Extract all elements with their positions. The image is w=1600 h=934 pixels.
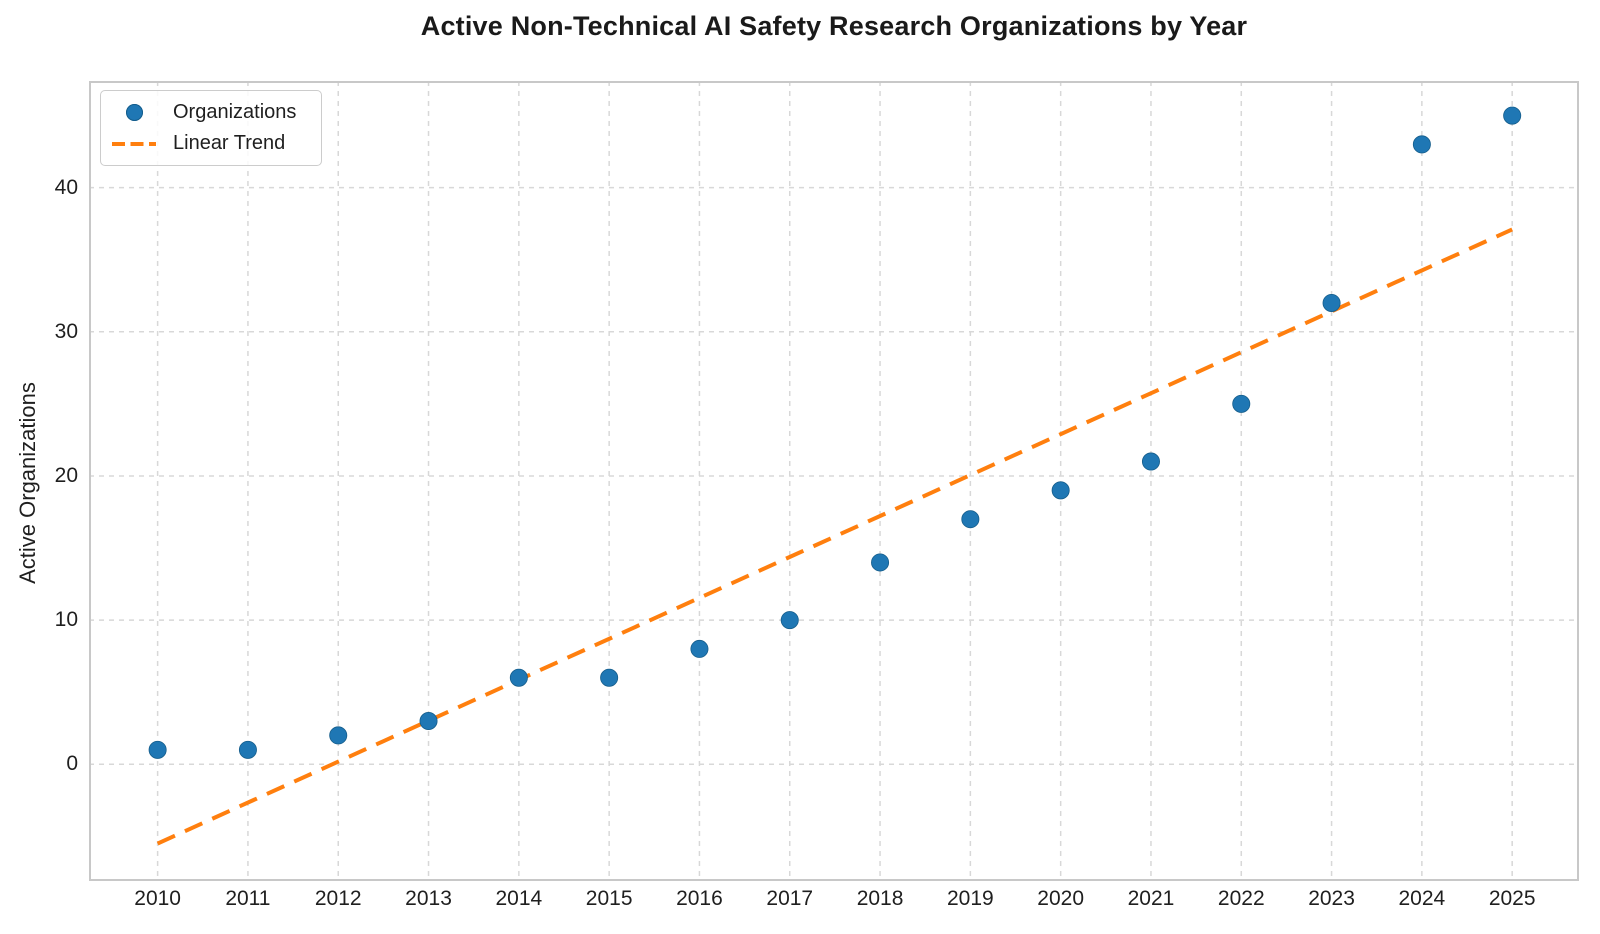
data-point xyxy=(961,510,980,529)
data-point xyxy=(690,639,709,658)
x-tick-label: 2024 xyxy=(1398,887,1446,910)
x-tick-label: 2018 xyxy=(856,887,904,910)
x-tick-label: 2013 xyxy=(405,887,452,910)
data-point xyxy=(1503,106,1522,125)
plot-canvas xyxy=(89,81,1579,881)
x-tick-label: 2017 xyxy=(766,887,814,910)
data-point xyxy=(1322,293,1341,312)
x-tick-label: 2020 xyxy=(1037,887,1085,910)
scatter-point-icon xyxy=(125,104,143,121)
y-tick-label: 30 xyxy=(54,319,78,343)
trend-line xyxy=(156,227,1514,846)
data-point xyxy=(238,740,257,759)
data-point xyxy=(148,740,167,759)
dashed-line-icon xyxy=(112,141,156,146)
x-tick-label: 2010 xyxy=(134,887,181,910)
plot-border xyxy=(89,81,1579,881)
x-tick-label: 2014 xyxy=(495,887,543,910)
data-point xyxy=(600,668,619,687)
legend-item-organizations: Organizations xyxy=(101,97,321,128)
data-point xyxy=(1051,481,1070,500)
legend-label-linear-trend: Linear Trend xyxy=(173,132,286,154)
x-tick-label: 2012 xyxy=(314,887,362,910)
data-point xyxy=(780,611,799,630)
data-point xyxy=(509,668,528,687)
x-tick-label: 2019 xyxy=(946,887,994,910)
x-tick-label: 2025 xyxy=(1488,887,1536,910)
x-tick-label: 2015 xyxy=(585,887,633,910)
data-point xyxy=(329,726,348,745)
data-point xyxy=(1232,394,1251,413)
x-tick-label: 2021 xyxy=(1127,887,1175,910)
plot-area: Organizations Linear Trend xyxy=(89,81,1579,881)
y-tick-label: 0 xyxy=(66,752,78,776)
y-tick-label: 10 xyxy=(54,608,78,632)
y-tick-label: 40 xyxy=(54,175,78,199)
y-tick-label: 20 xyxy=(54,463,78,487)
x-tick-label: 2022 xyxy=(1217,887,1265,910)
x-tick-label: 2023 xyxy=(1308,887,1355,910)
legend-label-organizations: Organizations xyxy=(173,101,297,123)
x-tick-label: 2016 xyxy=(676,887,723,910)
data-point xyxy=(419,712,438,731)
data-point xyxy=(1141,452,1160,471)
legend: Organizations Linear Trend xyxy=(100,90,322,166)
data-point xyxy=(1412,135,1431,154)
data-point xyxy=(871,553,890,572)
legend-item-linear-trend: Linear Trend xyxy=(101,128,321,159)
chart-title: Active Non-Technical AI Safety Research … xyxy=(420,11,1248,41)
x-tick-label: 2011 xyxy=(225,887,271,910)
